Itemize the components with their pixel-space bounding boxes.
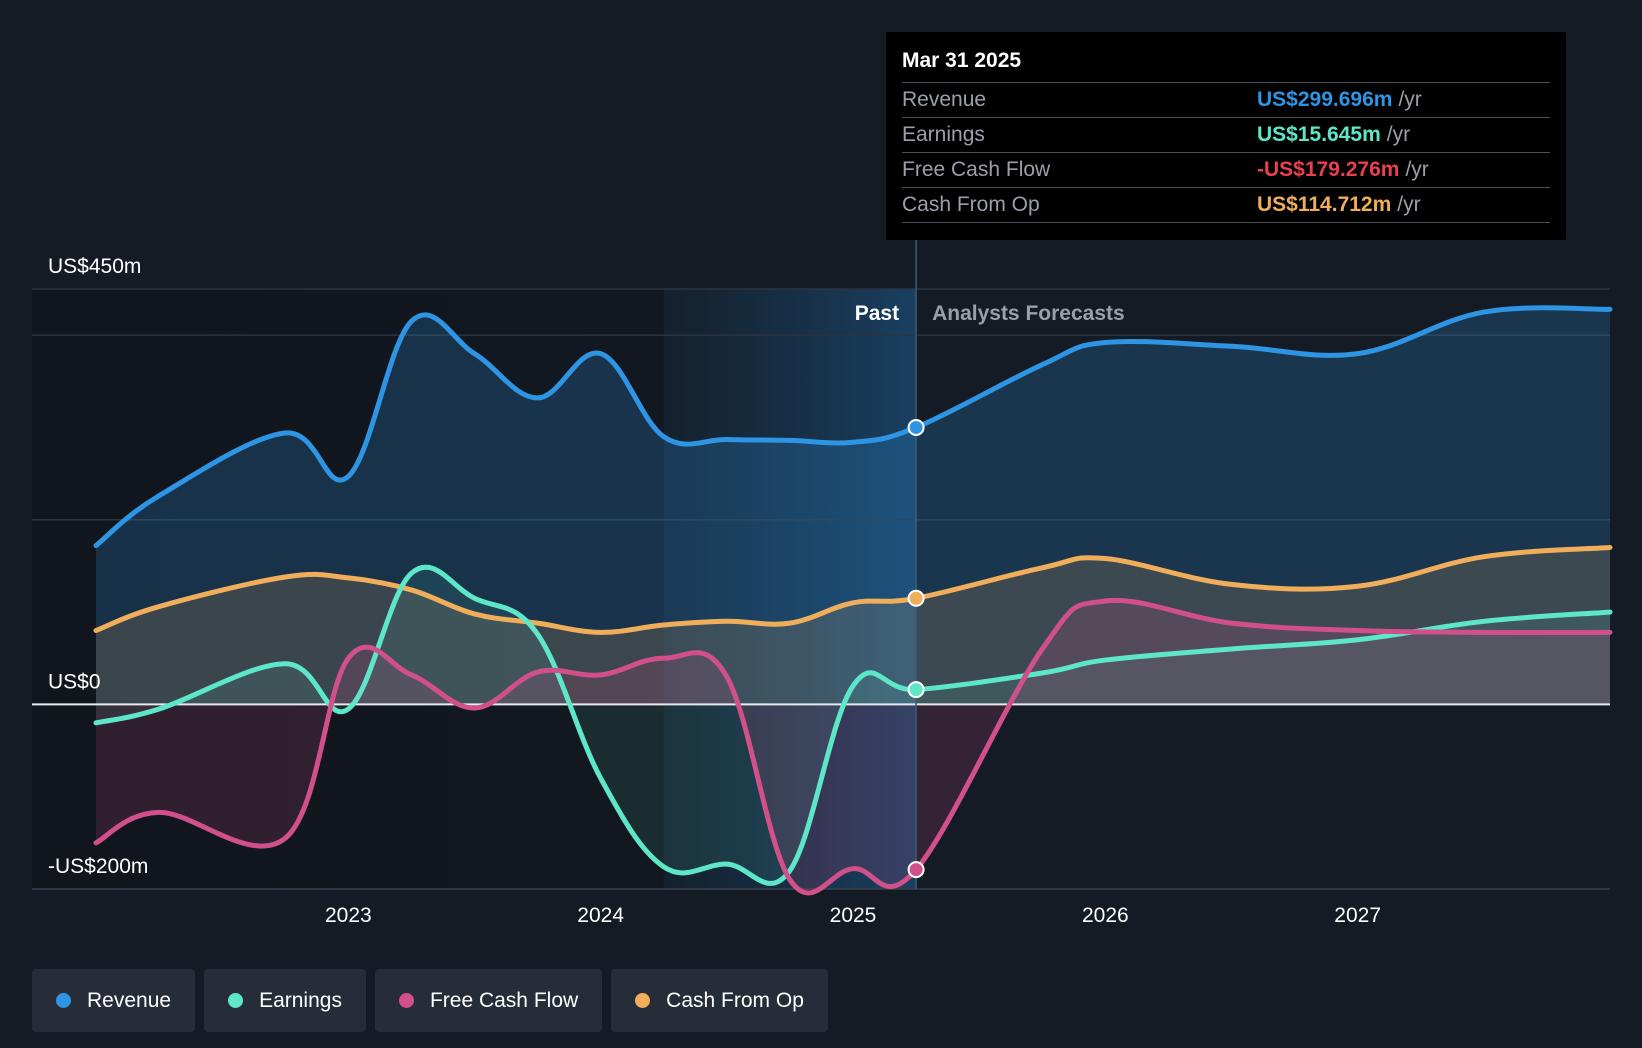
tooltip-row-earnings: Earnings US$15.645m /yr: [902, 117, 1550, 152]
y-tick-label: US$450m: [48, 255, 141, 278]
line-revenue: [93, 305, 1613, 549]
legend-label: Cash From Op: [666, 988, 804, 1012]
tooltip: Mar 31 2025 Revenue US$299.696m /yr Earn…: [886, 32, 1566, 240]
legend-dot-icon: [56, 993, 71, 1008]
legend-item-cash-from-op[interactable]: Cash From Op: [611, 969, 828, 1032]
y-tick-label: -US$200m: [48, 855, 148, 878]
line-earnings: [93, 564, 1613, 886]
tooltip-row-revenue: Revenue US$299.696m /yr: [902, 82, 1550, 117]
line-cash-from-op: [93, 544, 1613, 635]
x-tick-label: 2025: [830, 904, 877, 927]
area-free-cash-flow: [96, 600, 1610, 894]
tooltip-label: Free Cash Flow: [902, 158, 1051, 181]
past-label: Past: [855, 302, 899, 325]
legend-label: Earnings: [259, 988, 342, 1012]
tooltip-date: Mar 31 2025: [902, 49, 1022, 72]
tooltip-label: Earnings: [902, 123, 985, 146]
area-earnings: [96, 567, 1610, 884]
legend-label: Free Cash Flow: [429, 988, 579, 1012]
tooltip-value: US$299.696m: [1257, 88, 1393, 111]
x-tick-label: 2027: [1334, 904, 1381, 927]
marker-free-cash-flow: [907, 861, 925, 879]
marker-revenue: [907, 418, 925, 436]
tooltip-value: -US$179.276m: [1257, 158, 1400, 181]
x-tick-label: 2024: [577, 904, 624, 927]
tooltip-label: Revenue: [902, 88, 987, 111]
legend-dot-icon: [228, 993, 244, 1008]
forecast-label: Analysts Forecasts: [932, 302, 1125, 325]
x-tick-label: 2026: [1082, 904, 1129, 927]
tooltip-unit: /yr: [1405, 158, 1429, 181]
legend-item-revenue[interactable]: Revenue: [32, 969, 196, 1032]
legend-dot-icon: [635, 993, 651, 1008]
marker-earnings: [907, 681, 925, 699]
legend-dot-icon: [398, 993, 414, 1008]
x-tick-label: 2023: [325, 904, 372, 927]
legend: Revenue Earnings Free Cash Flow Cash Fro…: [32, 969, 828, 1032]
tooltip-row-cash-from-op: Cash From Op US$114.712m /yr: [902, 187, 1550, 223]
tooltip-unit: /yr: [1397, 193, 1421, 216]
tooltip-row-free-cash-flow: Free Cash Flow -US$179.276m /yr: [902, 152, 1550, 187]
y-tick-label: US$0: [48, 670, 101, 693]
highlight-band: [663, 289, 917, 889]
tooltip-label: Cash From Op: [902, 193, 1040, 216]
tooltip-value: US$15.645m: [1257, 123, 1381, 146]
line-free-cash-flow: [93, 597, 1613, 896]
marker-cash-from-op: [907, 589, 925, 607]
area-revenue: [96, 307, 1610, 705]
tooltip-unit: /yr: [1398, 88, 1422, 111]
legend-item-earnings[interactable]: Earnings: [204, 969, 366, 1032]
legend-item-free-cash-flow[interactable]: Free Cash Flow: [374, 969, 603, 1032]
tooltip-value: US$114.712m: [1257, 193, 1392, 216]
tooltip-unit: /yr: [1386, 123, 1411, 146]
legend-label: Revenue: [87, 988, 172, 1012]
